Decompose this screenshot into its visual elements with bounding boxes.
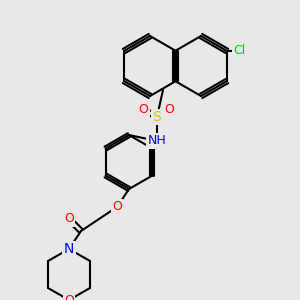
Text: O: O [139,103,148,116]
Text: O: O [64,293,74,300]
Text: NH: NH [148,134,166,148]
Text: Cl: Cl [233,44,245,58]
Text: S: S [153,110,161,124]
Text: O: O [164,103,174,116]
Text: O: O [112,200,122,214]
Text: O: O [64,212,74,226]
Text: N: N [64,242,74,256]
